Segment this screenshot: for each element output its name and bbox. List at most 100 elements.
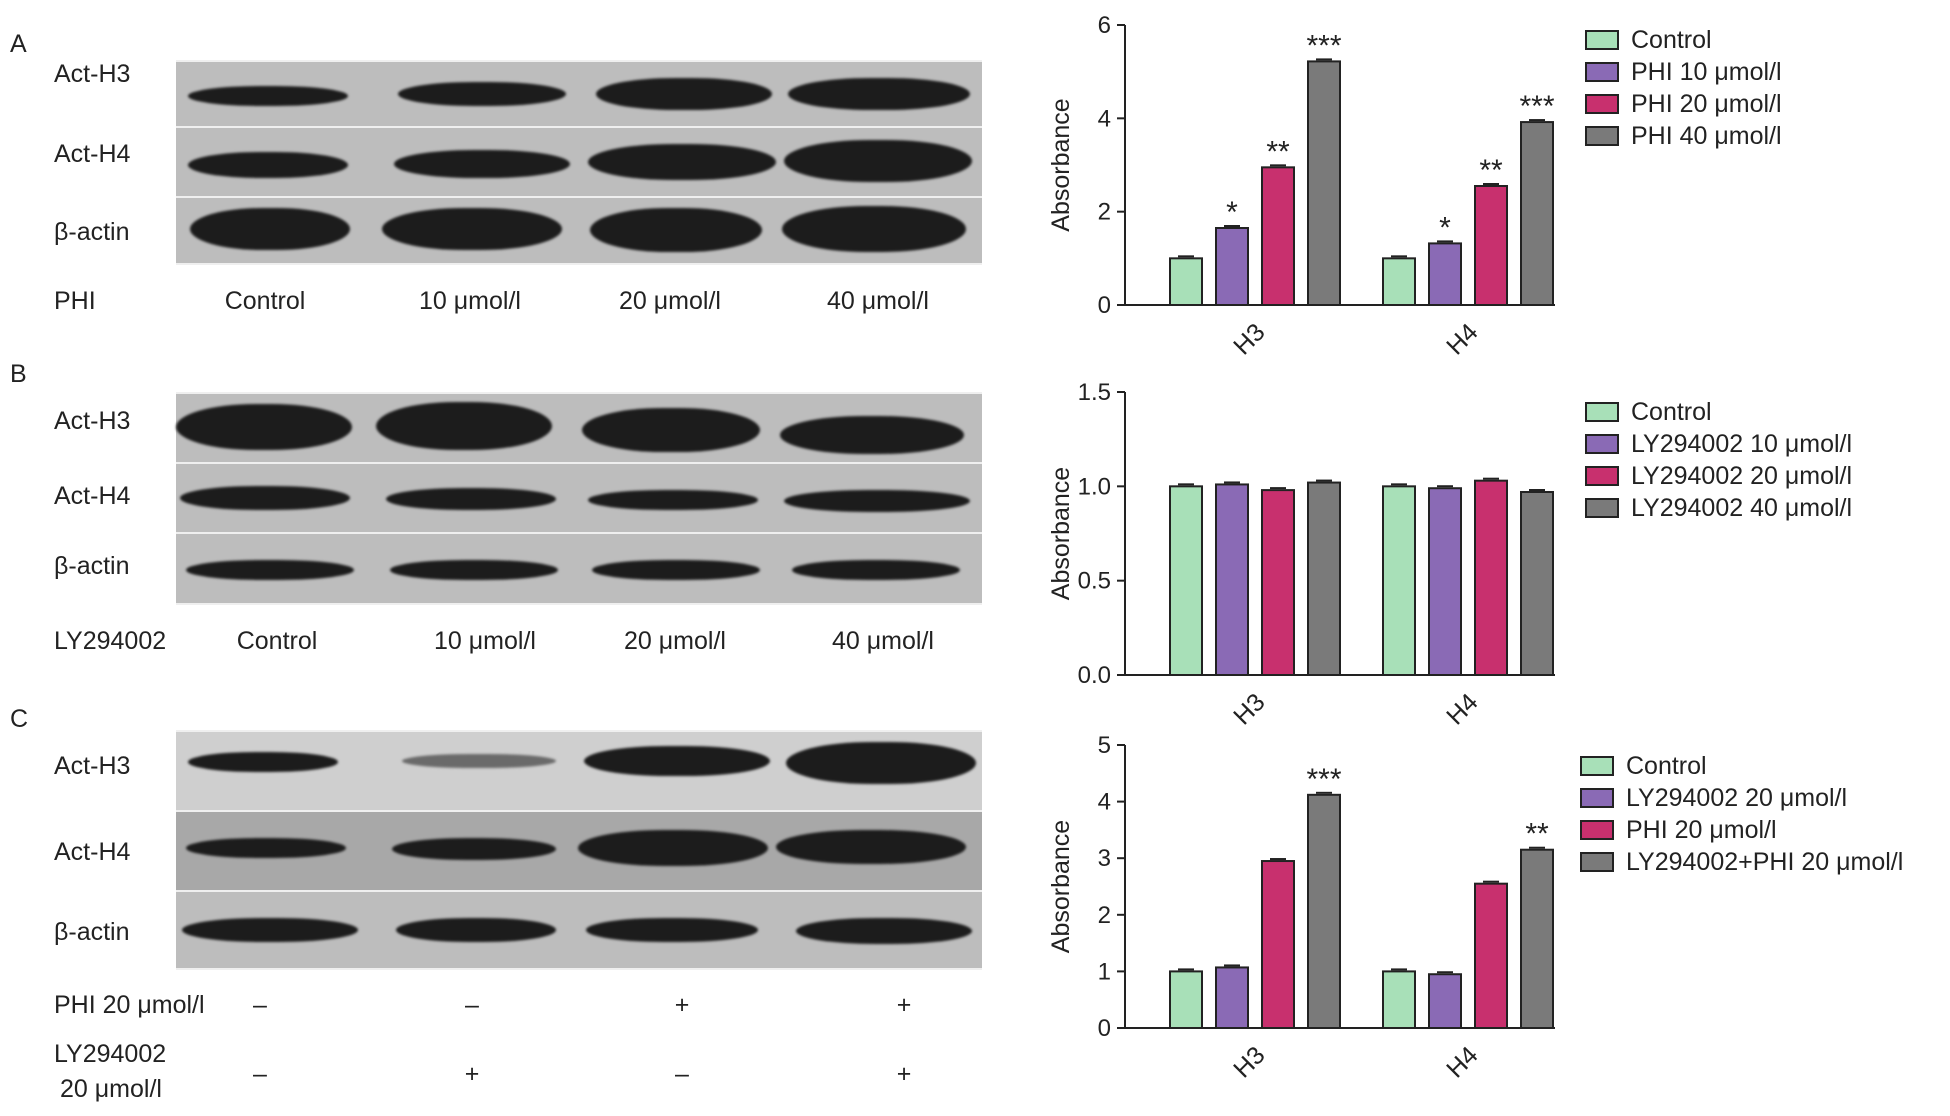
legend-item: LY294002 20 μmol/l	[1585, 460, 1852, 492]
bar	[1261, 489, 1295, 676]
legend-label: LY294002 10 μmol/l	[1631, 429, 1853, 458]
treatment-label: 20 μmol/l	[60, 1075, 162, 1103]
blot-band	[796, 918, 972, 944]
blot-band	[582, 408, 760, 452]
blot-band	[186, 560, 354, 580]
bar	[1215, 966, 1249, 1030]
blot-band	[584, 746, 770, 776]
blot-band	[386, 488, 556, 510]
legend-label: PHI 10 μmol/l	[1631, 57, 1782, 86]
y-tick-label: 6	[1098, 12, 1111, 39]
legend-item: Control	[1585, 396, 1852, 428]
condition-label: Control	[236, 627, 318, 655]
x-tick-label: H4	[1441, 688, 1483, 730]
legend-item: LY294002+PHI 20 μmol/l	[1580, 846, 1903, 878]
bar	[1169, 257, 1203, 306]
y-tick-label: 1.0	[1078, 473, 1111, 500]
bar-chart-c: 0 1 2 3 4 5 Absorbance *** H3 ** H4	[1047, 732, 1555, 1084]
blot-band	[176, 404, 352, 450]
bar	[1382, 257, 1416, 306]
bar	[1428, 973, 1462, 1029]
legend-swatch	[1585, 466, 1619, 486]
blot-band	[398, 82, 566, 106]
legend-label: LY294002 20 μmol/l	[1626, 783, 1848, 812]
blot-band	[782, 206, 966, 252]
y-tick-label: 0.5	[1078, 568, 1111, 595]
western-blot-a	[176, 60, 982, 265]
bar	[1474, 882, 1508, 1029]
condition-label: 20 μmol/l	[619, 287, 721, 315]
bar	[1428, 242, 1462, 306]
bar	[1261, 860, 1295, 1029]
blot-band	[588, 144, 776, 180]
legend-swatch	[1585, 62, 1619, 82]
legend-a: Control PHI 10 μmol/l PHI 20 μmol/l PHI …	[1585, 24, 1782, 152]
condition-label: 40 μmol/l	[827, 287, 929, 315]
legend-label: LY294002+PHI 20 μmol/l	[1626, 847, 1904, 876]
bar	[1520, 490, 1554, 676]
bar	[1520, 848, 1554, 1029]
significance-label: *	[1439, 211, 1451, 244]
blot-band	[592, 560, 760, 580]
significance-label: ***	[1519, 90, 1554, 123]
treatment-mark: +	[896, 991, 912, 1019]
legend-item: PHI 20 μmol/l	[1585, 88, 1782, 120]
y-tick-label: 0.0	[1078, 662, 1111, 689]
blot-band	[786, 742, 976, 784]
western-blot-b	[176, 392, 982, 605]
significance-label: **	[1266, 135, 1290, 168]
blot-band	[394, 150, 570, 178]
y-axis-label: Absorbance	[1047, 98, 1075, 231]
x-tick-label: H4	[1441, 318, 1483, 360]
treatment-mark: +	[464, 1060, 480, 1088]
legend-item: PHI 10 μmol/l	[1585, 56, 1782, 88]
legend-item: PHI 20 μmol/l	[1580, 814, 1903, 846]
y-tick-label: 0	[1098, 292, 1111, 319]
blot-band	[792, 560, 960, 580]
y-tick-label: 1	[1098, 958, 1111, 985]
blot-band	[188, 152, 348, 178]
treatment-mark: –	[253, 991, 267, 1019]
bar	[1520, 121, 1554, 306]
legend-swatch	[1585, 30, 1619, 50]
blot-row-label: Act-H3	[54, 407, 131, 435]
treatment-mark: –	[465, 991, 479, 1019]
blot-band	[578, 830, 768, 866]
bar	[1382, 970, 1416, 1029]
treatment-label: LY294002	[54, 1040, 167, 1068]
legend-swatch	[1585, 434, 1619, 454]
condition-label: 10 μmol/l	[419, 287, 521, 315]
treatment-mark: +	[896, 1060, 912, 1088]
legend-item: LY294002 10 μmol/l	[1585, 428, 1852, 460]
significance-label: ***	[1306, 763, 1341, 796]
blot-band	[402, 754, 556, 768]
bar	[1307, 481, 1341, 676]
legend-swatch	[1585, 94, 1619, 114]
y-axis-label: Absorbance	[1047, 820, 1075, 953]
blot-row-label: Act-H4	[54, 140, 131, 168]
blot-row-label: Act-H4	[54, 482, 131, 510]
blot-band	[186, 838, 346, 858]
legend-label: Control	[1626, 751, 1707, 780]
legend-swatch	[1580, 852, 1614, 872]
panel-letter-b: B	[10, 360, 27, 388]
blot-band	[390, 560, 558, 580]
bar	[1474, 185, 1508, 306]
bar	[1169, 970, 1203, 1029]
panel-letter-c: C	[10, 705, 29, 733]
bar	[1382, 485, 1416, 677]
blot-row-label: Act-H3	[54, 60, 131, 88]
legend-item: PHI 40 μmol/l	[1585, 120, 1782, 152]
blot-band	[590, 208, 762, 252]
legend-swatch	[1585, 402, 1619, 422]
y-axis-label: Absorbance	[1047, 467, 1075, 600]
significance-label: **	[1479, 154, 1503, 187]
legend-c: Control LY294002 20 μmol/l PHI 20 μmol/l…	[1580, 750, 1903, 878]
blot-row-label: β-actin	[54, 218, 130, 246]
treatment-label: LY294002	[54, 627, 167, 655]
bar-chart-b: 0.0 0.5 1.0 1.5 Absorbance H3 H4	[1047, 379, 1555, 731]
blot-band	[784, 490, 970, 512]
blot-band	[596, 78, 772, 110]
legend-b: Control LY294002 10 μmol/l LY294002 20 μ…	[1585, 396, 1852, 524]
blot-band	[188, 86, 348, 106]
